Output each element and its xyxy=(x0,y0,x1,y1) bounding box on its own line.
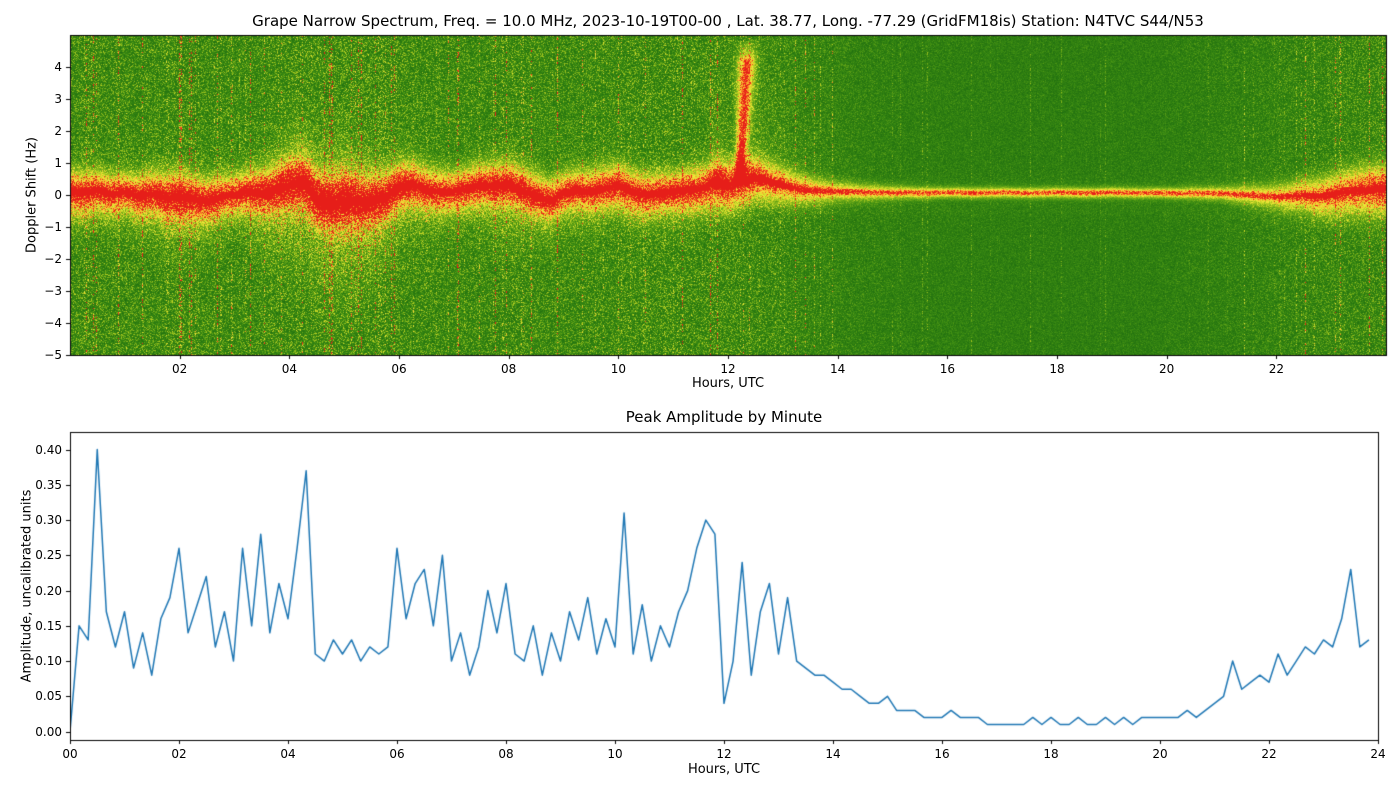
spectrum-y-tick-label: 1 xyxy=(54,156,62,170)
amplitude-x-tick-label: 12 xyxy=(716,747,732,761)
amplitude-x-tick-label: 00 xyxy=(62,747,78,761)
amplitude-title: Peak Amplitude by Minute xyxy=(625,408,823,426)
amplitude-y-tick-label: 0.05 xyxy=(35,689,62,704)
spectrum-x-tick-label: 12 xyxy=(720,362,736,376)
spectrum-x-tick-label: 10 xyxy=(610,362,626,376)
amplitude-x-tick-label: 14 xyxy=(825,747,841,761)
amplitude-x-tick-label: 22 xyxy=(1261,747,1277,761)
amplitude-xlabel: Hours, UTC xyxy=(687,762,761,777)
amplitude-y-tick-label: 0.30 xyxy=(35,513,62,528)
spectrum-title: Grape Narrow Spectrum, Freq. = 10.0 MHz,… xyxy=(252,12,1204,30)
amplitude-x-tick-label: 18 xyxy=(1043,747,1059,761)
amplitude-y-tick-label: 0.20 xyxy=(35,583,62,598)
spectrum-x-tick-label: 16 xyxy=(939,362,955,376)
spectrum-y-tick-label: −3 xyxy=(44,284,62,298)
spectrum-x-tick-label: 08 xyxy=(501,362,517,376)
spectrum-y-tick-label: −5 xyxy=(44,348,62,362)
amplitude-x-tick-label: 04 xyxy=(280,747,296,761)
amplitude-x-tick-label: 24 xyxy=(1370,747,1386,761)
spectrum-x-tick-label: 04 xyxy=(281,362,297,376)
amplitude-y-tick-label: 0.15 xyxy=(35,618,62,633)
amplitude-plot xyxy=(0,400,1400,800)
spectrum-y-tick-label: 0 xyxy=(54,188,62,202)
spectrum-y-tick-label: 4 xyxy=(54,60,62,74)
spectrum-y-tick-label: 3 xyxy=(54,92,62,106)
amplitude-ylabel: Amplitude, uncalibrated units xyxy=(19,489,35,683)
spectrum-x-tick-label: 14 xyxy=(830,362,846,376)
amplitude-x-tick-label: 02 xyxy=(171,747,187,761)
spectrum-xlabel: Hours, UTC xyxy=(691,376,765,391)
amplitude-x-tick-label: 08 xyxy=(498,747,514,761)
spectrum-x-tick-label: 02 xyxy=(172,362,188,376)
spectrum-plot xyxy=(0,0,1400,400)
spectrum-x-tick-label: 18 xyxy=(1049,362,1065,376)
spectrum-y-tick-label: −1 xyxy=(44,220,62,234)
amplitude-x-tick-label: 16 xyxy=(934,747,950,761)
amplitude-y-tick-label: 0.40 xyxy=(35,442,62,457)
amplitude-x-tick-label: 20 xyxy=(1152,747,1168,761)
spectrum-x-tick-label: 20 xyxy=(1159,362,1175,376)
amplitude-x-tick-label: 10 xyxy=(607,747,623,761)
spectrum-y-tick-label: −4 xyxy=(44,316,62,330)
amplitude-y-tick-label: 0.35 xyxy=(35,477,62,492)
amplitude-y-tick-label: 0.10 xyxy=(35,654,62,669)
spectrum-x-tick-label: 22 xyxy=(1268,362,1284,376)
spectrum-y-tick-label: −2 xyxy=(44,252,62,266)
amplitude-y-tick-label: 0.00 xyxy=(35,724,62,739)
amplitude-y-tick-label: 0.25 xyxy=(35,548,62,563)
amplitude-x-tick-label: 06 xyxy=(389,747,405,761)
spectrum-ylabel: Doppler Shift (Hz) xyxy=(24,137,40,253)
spectrum-y-tick-label: 2 xyxy=(54,124,62,138)
spectrum-x-tick-label: 06 xyxy=(391,362,407,376)
